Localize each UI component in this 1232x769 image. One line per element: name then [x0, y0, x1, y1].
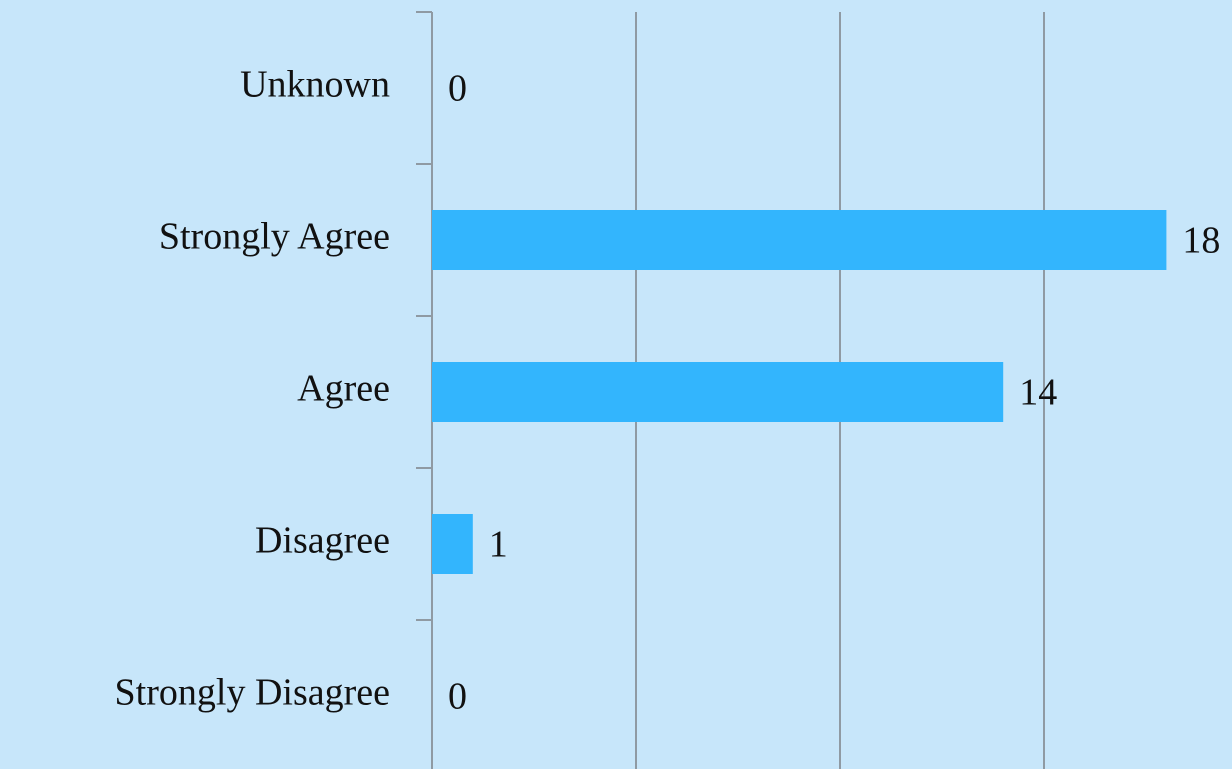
data-label: 1	[489, 524, 508, 566]
bar	[432, 514, 473, 574]
y-tick-label: Strongly Disagree	[115, 672, 390, 714]
data-label: 0	[448, 68, 467, 110]
bar	[432, 362, 1004, 422]
y-tick-label: Disagree	[255, 520, 390, 562]
y-tick-label: Strongly Agree	[159, 216, 390, 258]
y-tick-label: Unknown	[240, 64, 390, 106]
bar	[432, 210, 1167, 270]
y-tick-label: Agree	[297, 368, 390, 410]
data-label: 0	[448, 676, 467, 718]
data-label: 18	[1182, 220, 1220, 262]
data-label: 14	[1019, 372, 1057, 414]
